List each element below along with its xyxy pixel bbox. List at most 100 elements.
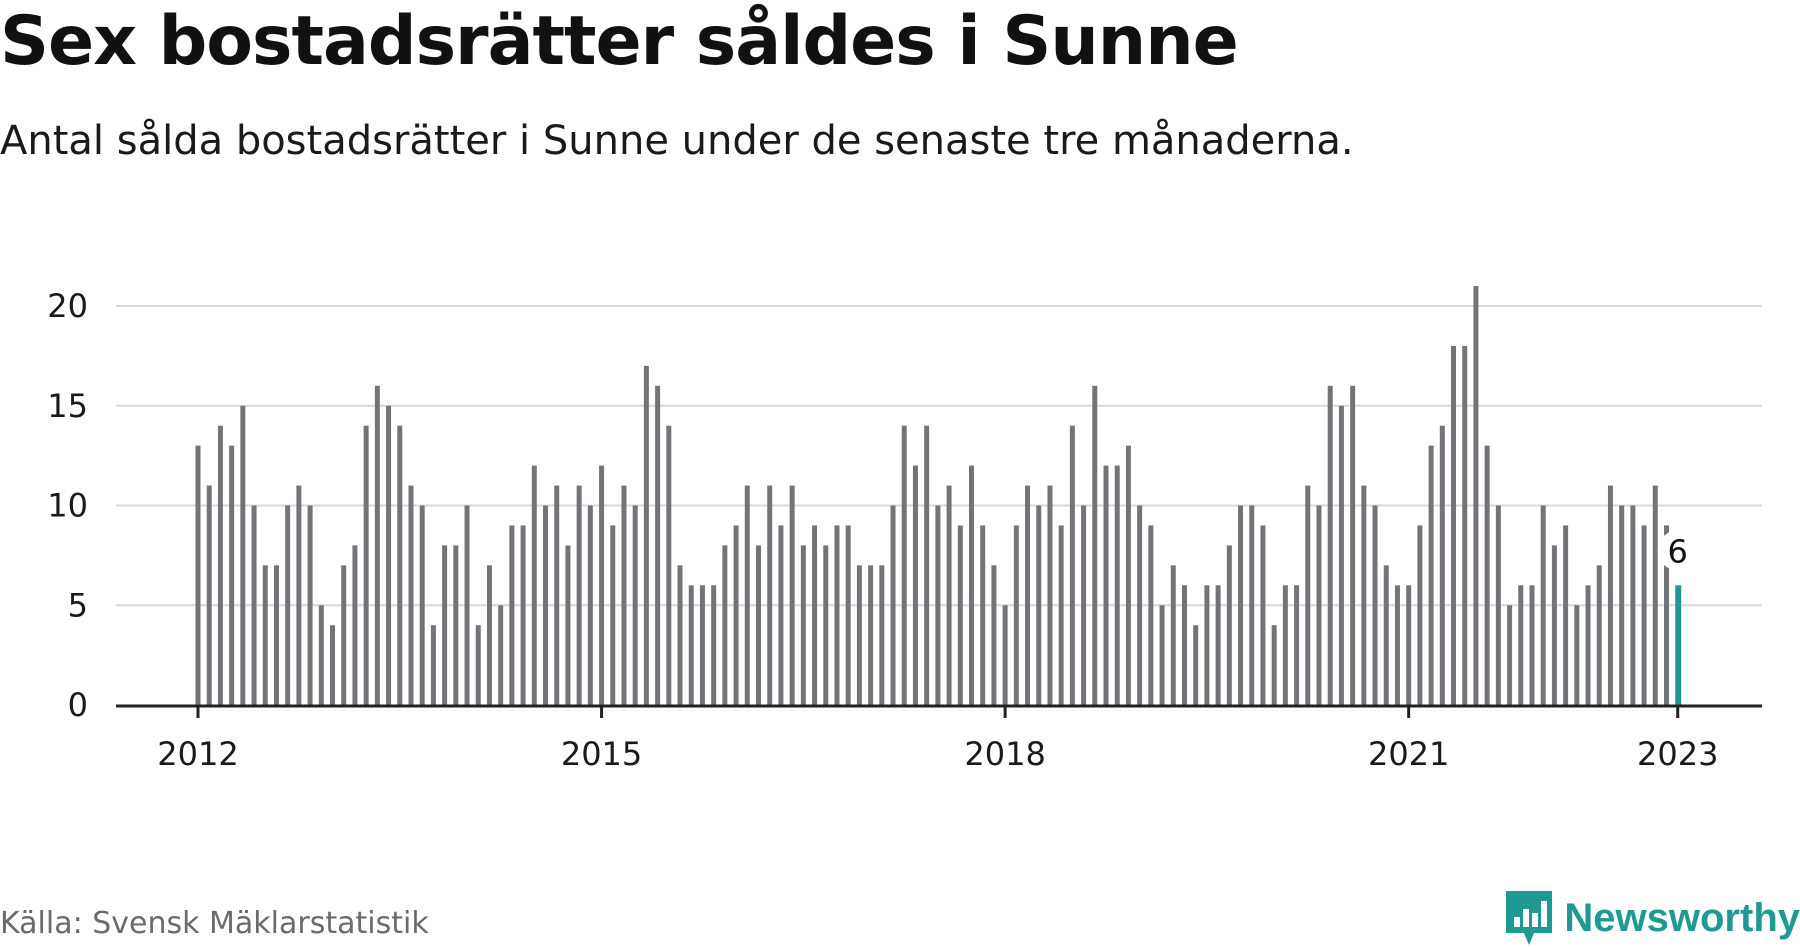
bar <box>1260 525 1266 705</box>
bar <box>1103 465 1109 705</box>
bar <box>1350 385 1356 705</box>
bar <box>217 425 223 705</box>
bar <box>1316 505 1322 705</box>
bar <box>812 525 818 705</box>
bar <box>767 485 773 705</box>
bar <box>1664 525 1670 705</box>
bar <box>1507 605 1513 705</box>
bar <box>374 385 380 705</box>
bar <box>1551 545 1557 705</box>
bar <box>1417 525 1423 705</box>
bar <box>688 585 694 705</box>
bar <box>1495 505 1501 705</box>
bar <box>195 445 201 705</box>
chart-subtitle: Antal sålda bostadsrätter i Sunne under … <box>0 118 1354 164</box>
bar <box>1327 385 1333 705</box>
bar <box>666 425 672 705</box>
bar <box>912 465 918 705</box>
bar <box>1002 605 1008 705</box>
bar <box>1181 585 1187 705</box>
bar <box>1540 505 1546 705</box>
y-tick-label: 15 <box>47 387 88 425</box>
bar <box>677 565 683 705</box>
bar <box>386 405 392 705</box>
bar <box>352 545 358 705</box>
bar <box>1484 445 1490 705</box>
bar <box>498 605 504 705</box>
bar <box>924 425 930 705</box>
bar <box>599 465 605 705</box>
bar <box>397 425 403 705</box>
bar <box>935 505 941 705</box>
bar <box>845 525 851 705</box>
bar <box>285 505 291 705</box>
brand-logo: Newsworthy <box>1504 888 1800 948</box>
bar <box>1125 445 1131 705</box>
x-tick-label: 2021 <box>1368 735 1449 773</box>
bar <box>968 465 974 705</box>
chart-title: Sex bostadsrätter såldes i Sunne <box>0 2 1239 81</box>
bar <box>1439 425 1445 705</box>
bar <box>1585 585 1591 705</box>
axes <box>116 704 1762 718</box>
bar <box>1451 345 1457 705</box>
bar <box>1148 525 1154 705</box>
bar <box>744 485 750 705</box>
bar <box>1462 345 1468 705</box>
bar <box>1137 505 1143 705</box>
bar <box>554 485 560 705</box>
bar <box>946 485 952 705</box>
bar <box>296 485 302 705</box>
bar <box>1058 525 1064 705</box>
bar <box>341 565 347 705</box>
bar <box>1574 605 1580 705</box>
bar <box>1226 545 1232 705</box>
bar <box>1114 465 1120 705</box>
bar <box>1305 485 1311 705</box>
bar <box>610 525 616 705</box>
bar <box>475 625 481 705</box>
bar <box>1563 525 1569 705</box>
newsworthy-logo-icon <box>1506 891 1553 945</box>
bar <box>576 485 582 705</box>
bar <box>1271 625 1277 705</box>
bar <box>890 505 896 705</box>
bar <box>1081 505 1087 705</box>
bar <box>901 425 907 705</box>
x-tick-label: 2018 <box>964 735 1045 773</box>
bar <box>509 525 515 705</box>
bar <box>206 485 212 705</box>
bar <box>1652 485 1658 705</box>
data-label-background <box>1657 530 1698 571</box>
bar <box>464 505 470 705</box>
bar <box>1518 585 1524 705</box>
bar <box>565 545 571 705</box>
bar <box>1641 525 1647 705</box>
bar <box>1596 565 1602 705</box>
labels: 0 5 10 15 20 6 2012 2015 2018 2021 2023 <box>47 287 1718 773</box>
bar <box>251 505 257 705</box>
bar <box>1047 485 1053 705</box>
bar <box>442 545 448 705</box>
data-label: 6 <box>1668 532 1688 570</box>
bar <box>318 605 324 705</box>
bar <box>856 565 862 705</box>
bar <box>1193 625 1199 705</box>
bar <box>1630 505 1636 705</box>
bar <box>699 585 705 705</box>
bar <box>408 485 414 705</box>
bar <box>655 385 661 705</box>
bar <box>789 485 795 705</box>
x-tick-label: 2015 <box>561 735 642 773</box>
bars <box>195 286 1682 705</box>
bar <box>722 545 728 705</box>
brand-name: Newsworthy <box>1564 895 1800 940</box>
bar <box>834 525 840 705</box>
bar <box>330 625 336 705</box>
bar <box>756 545 761 705</box>
bar <box>1249 505 1255 705</box>
bar <box>632 505 638 705</box>
bar <box>229 445 235 705</box>
bar <box>1282 585 1288 705</box>
